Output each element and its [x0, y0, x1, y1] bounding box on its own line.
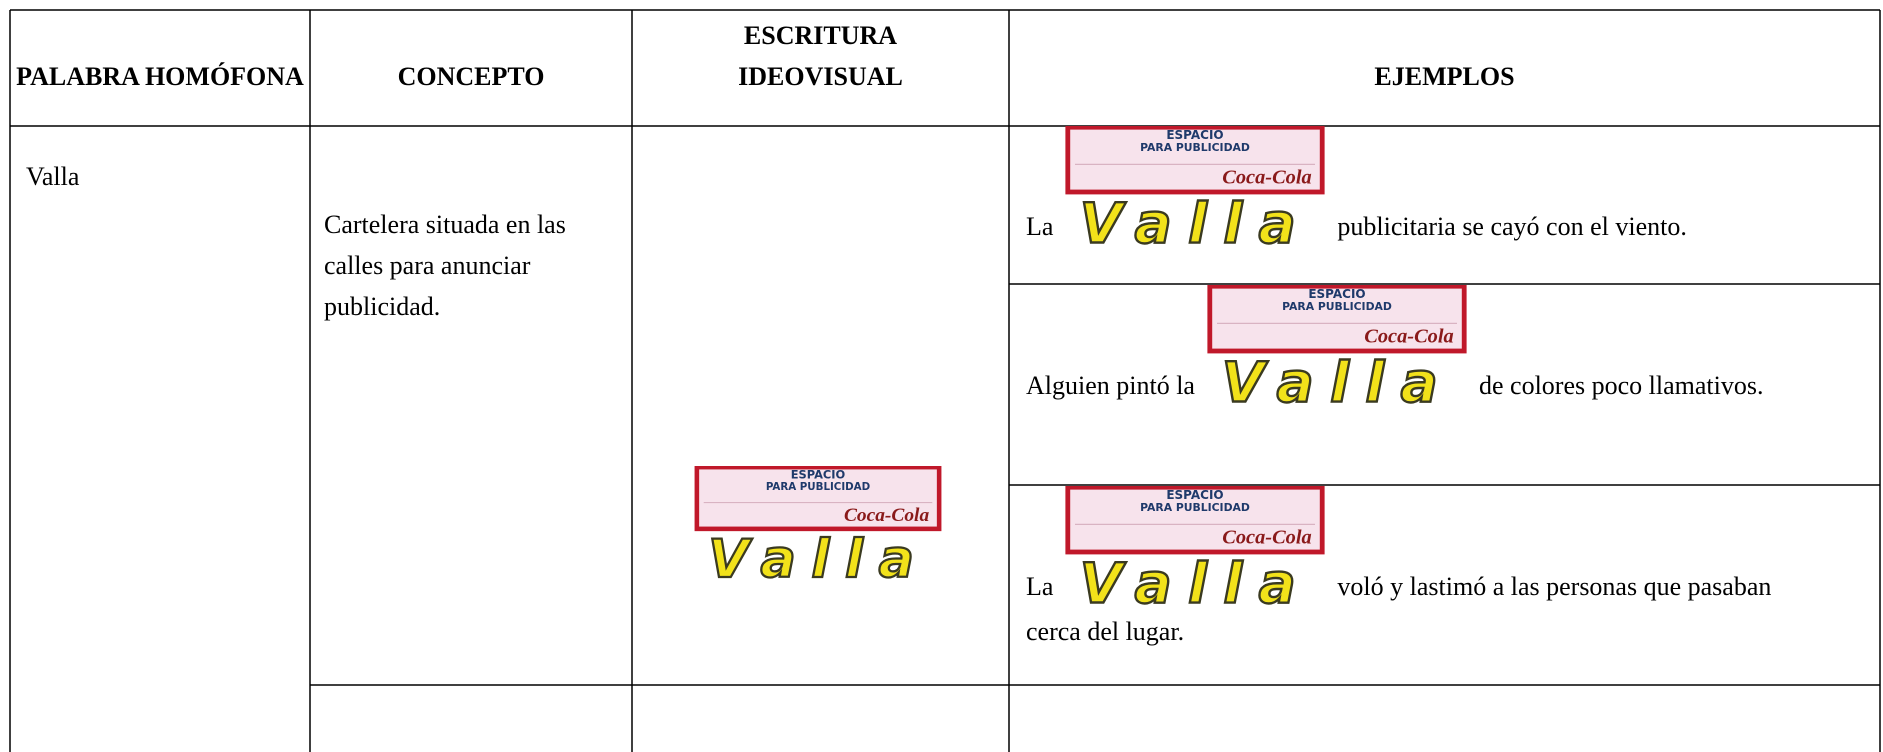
- example: La ESPACIO PARA PUBLICIDAD Coca-Cola Valla vo…: [1026, 486, 1818, 652]
- billboard-text: ESPACIO: [1308, 287, 1365, 301]
- billboard-brand: Coca-Cola: [1364, 326, 1454, 348]
- billboard-brand: Coca-Cola: [844, 505, 929, 526]
- billboard-word: Valla: [1222, 351, 1438, 411]
- header-cell: EJEMPLOS: [1374, 62, 1515, 91]
- ideovisual-cell: ESPACIO PARA PUBLICIDAD Coca-Cola Valla: [684, 464, 952, 591]
- billboard-frame: [1065, 126, 1326, 195]
- example-text: de colores poco llamativos.: [1478, 371, 1764, 400]
- header-cell: PALABRA HOMÓFONA: [16, 62, 304, 91]
- billboard-text: PARA PUBLICIDAD: [1141, 141, 1251, 154]
- billboard-text: PARA PUBLICIDAD: [1282, 300, 1392, 313]
- billboard-brand: Coca-Cola: [1223, 167, 1313, 189]
- example-text: La: [1026, 572, 1054, 601]
- example-text: voló y lastimó a las personas que pasaba…: [1026, 572, 1772, 646]
- example-text: La: [1026, 212, 1054, 241]
- billboard-text: PARA PUBLICIDAD: [766, 481, 870, 493]
- header-cell: CONCEPTO: [397, 62, 545, 91]
- example: La ESPACIO PARA PUBLICIDAD Coca-Cola Valla pu…: [1026, 126, 1818, 252]
- billboard-text: PARA PUBLICIDAD: [1141, 501, 1251, 514]
- concept-cell: Cartelera situada en las calles para anu…: [324, 210, 566, 321]
- billboard-text: ESPACIO: [791, 468, 846, 482]
- billboard-text: ESPACIO: [1167, 488, 1224, 502]
- billboard-frame: [694, 464, 942, 532]
- example-text: Alguien pintó la: [1026, 371, 1195, 400]
- example-text: publicitaria se cayó con el viento.: [1337, 212, 1687, 241]
- example: Alguien pintó la ESPACIO PARA PUBLICIDAD Co…: [1026, 285, 1818, 411]
- billboard-frame: [1065, 486, 1326, 555]
- billboard-brand: Coca-Cola: [1223, 527, 1313, 549]
- header-cell: ESCRITURA IDEOVISUAL: [738, 21, 903, 91]
- billboard-word: Valla: [1080, 552, 1296, 612]
- billboard-frame: [1207, 285, 1467, 354]
- billboard-text: ESPACIO: [1167, 128, 1224, 142]
- billboard-word: Valla: [1080, 192, 1296, 252]
- billboard-word: Valla: [708, 529, 914, 586]
- word-cell: Valla: [26, 162, 80, 191]
